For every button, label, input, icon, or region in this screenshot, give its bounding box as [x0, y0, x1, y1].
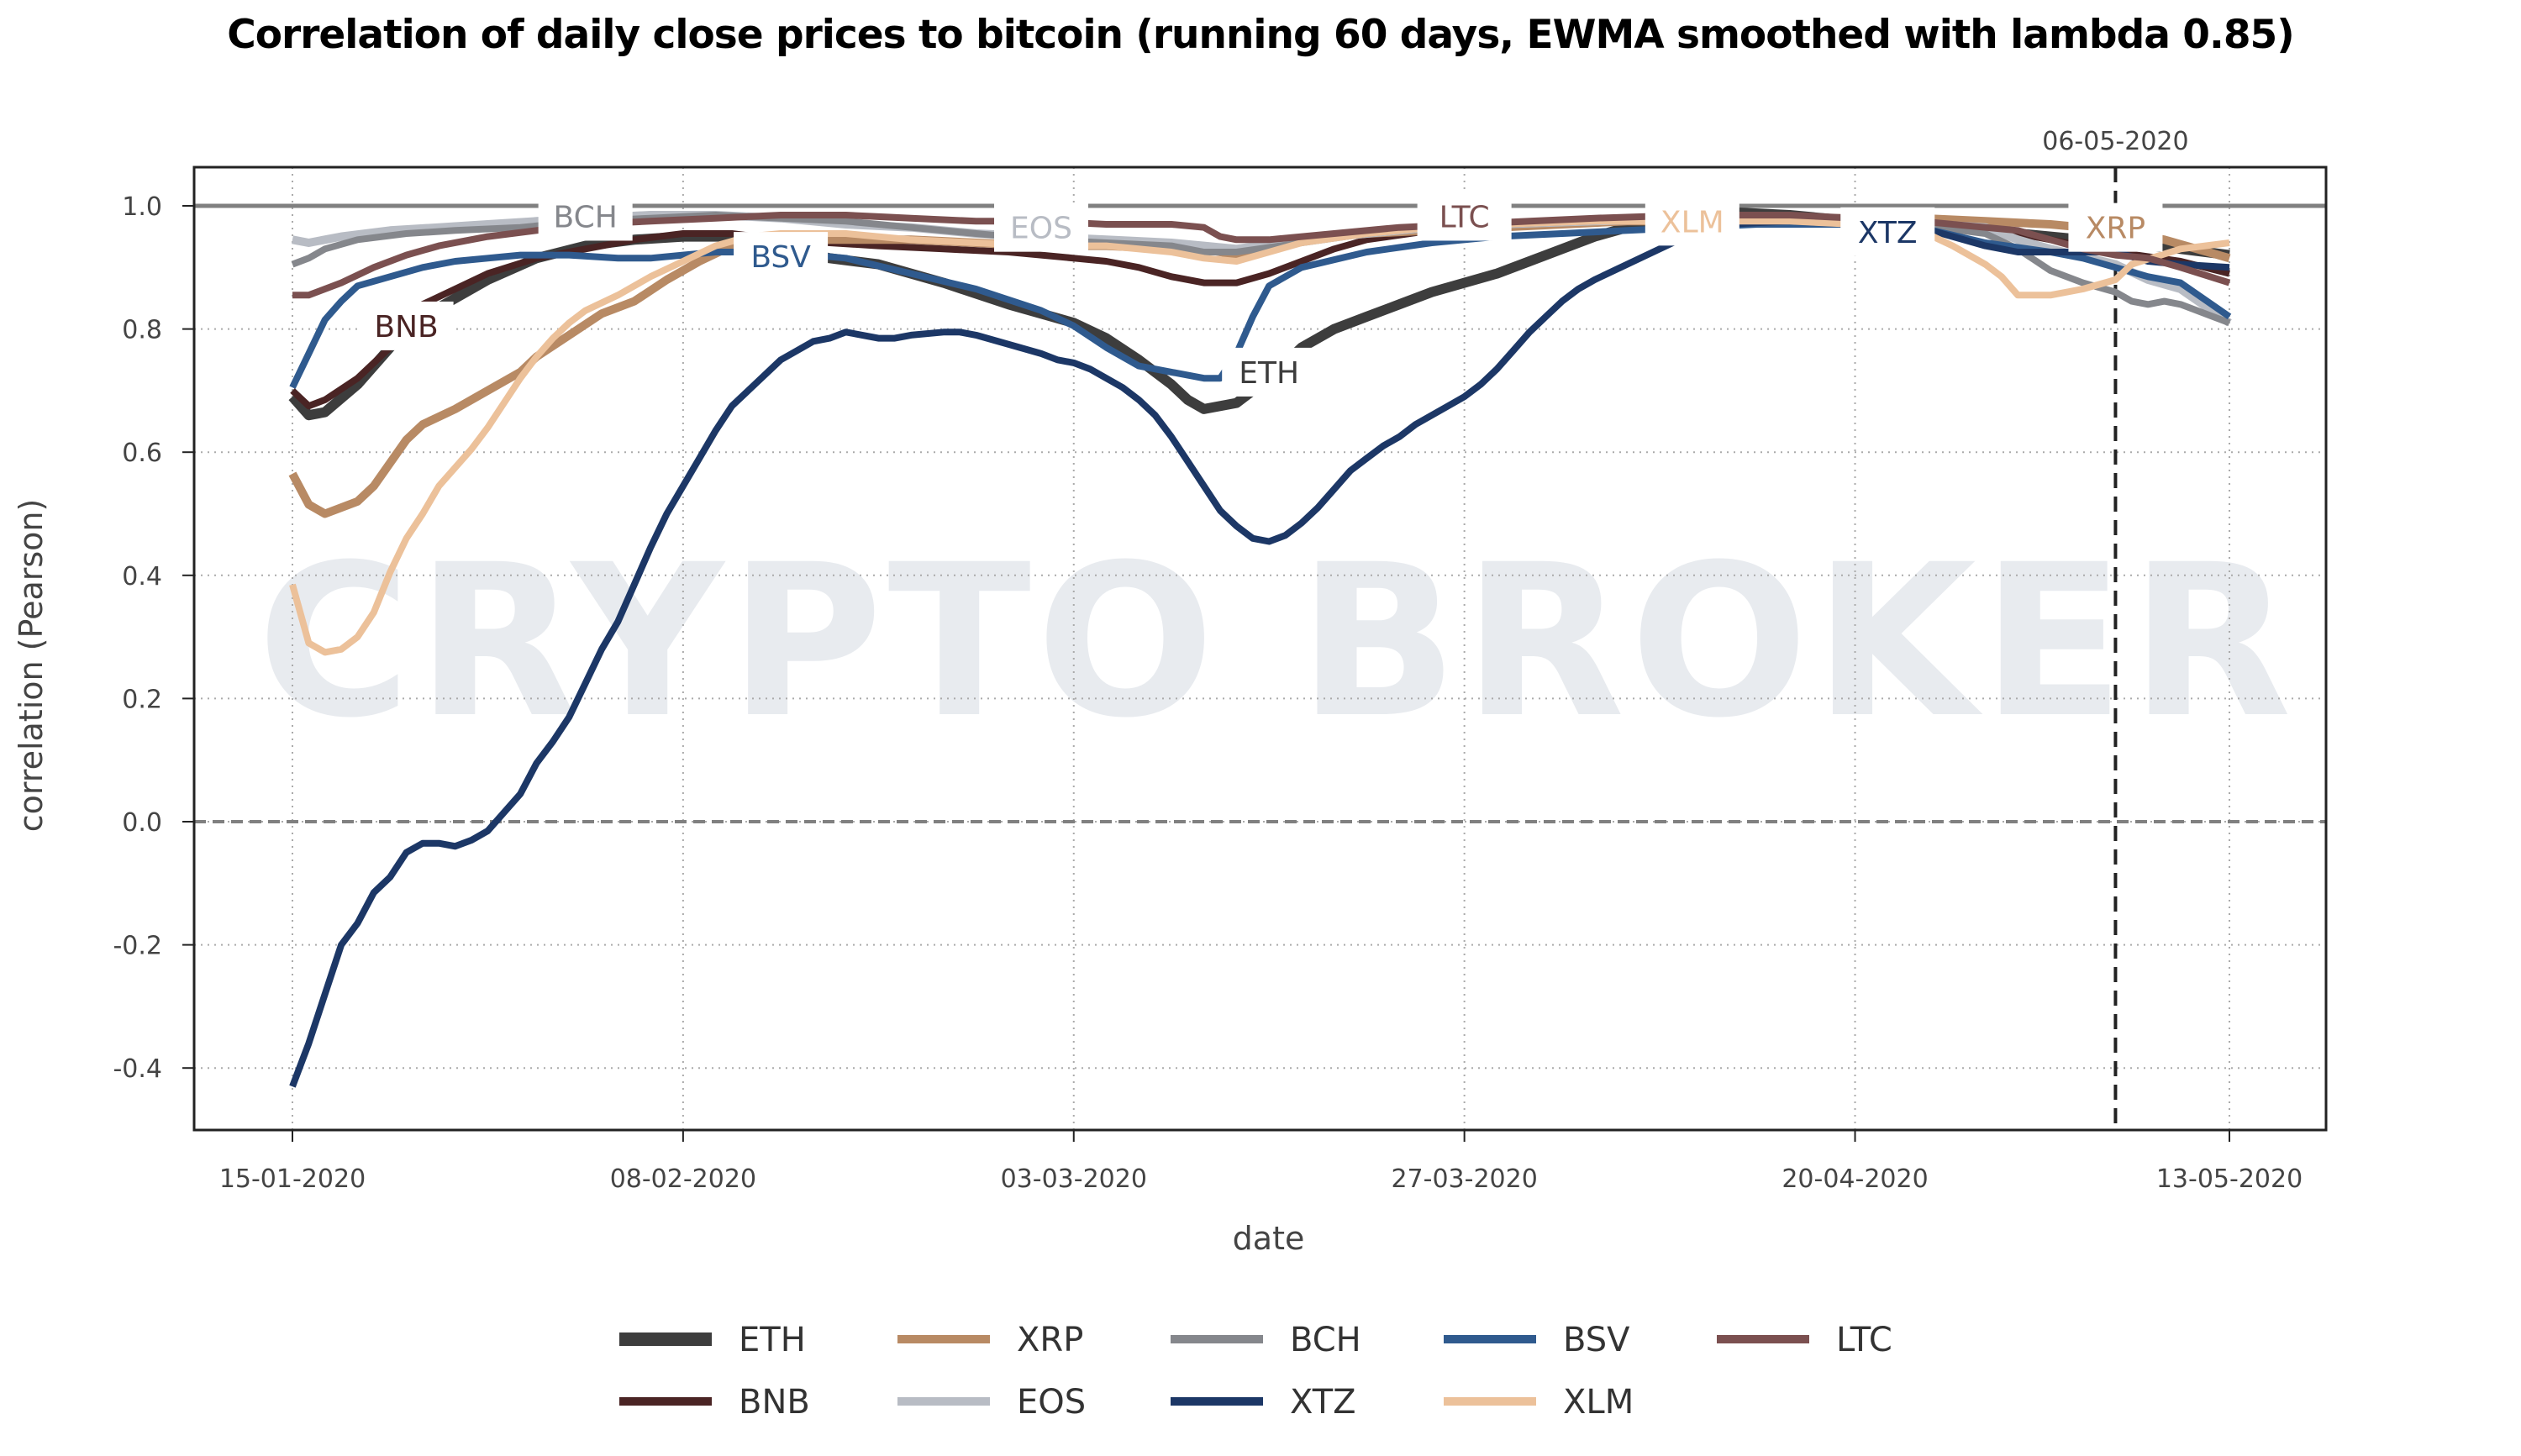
series-label-eth: ETH [1239, 356, 1299, 391]
series-line-xtz [289, 218, 2230, 1088]
series-line-bch [291, 212, 2231, 327]
y-tick-label: 1.0 [122, 192, 162, 222]
legend-item-eos: EOS [897, 1383, 1086, 1422]
series-label-box [1417, 192, 1512, 241]
series-label-bsv: BSV [750, 240, 811, 275]
series-label-xtz: XTZ [1858, 216, 1918, 250]
series-label-xrp: XRP [2086, 212, 2145, 246]
x-tick-label: 27-03-2020 [1391, 1164, 1537, 1194]
legend-item-xtz: XTZ [1171, 1383, 1356, 1422]
x-tick-label: 08-02-2020 [610, 1164, 756, 1194]
series-labels: ETH BNB XRP EOS BCH BSV XTZ XLM LTC [359, 192, 2163, 397]
legend-label: BSV [1563, 1321, 1630, 1359]
series-lines [288, 207, 2232, 1088]
series-label-ltc: LTC [1439, 200, 1490, 234]
y-tick-label: 0.0 [122, 808, 162, 838]
series-line-xlm [289, 218, 2230, 656]
legend-label: BCH [1290, 1321, 1361, 1359]
series-label-box [1222, 347, 1317, 397]
legend-item-eth: ETH [619, 1321, 806, 1359]
series-line-ltc [292, 212, 2231, 299]
series-label-box [359, 301, 454, 350]
series-label-xlm: XLM [1660, 205, 1724, 239]
series-label-eos: EOS [1010, 212, 1072, 246]
y-tick-label: 0.6 [122, 439, 162, 468]
y-axis-label: correlation (Pearson) [13, 499, 50, 833]
legend-label: LTC [1836, 1321, 1892, 1359]
watermark: CRYPTO BROKER [257, 519, 2297, 764]
y-tick-label: 0.8 [122, 316, 162, 345]
series-label-box [2068, 202, 2163, 252]
legend-label: XTZ [1290, 1383, 1356, 1422]
vline-date-label: 06-05-2020 [2042, 127, 2188, 156]
x-axis-label: date [1233, 1220, 1305, 1257]
plot-frame [192, 166, 2328, 1132]
series-label-box [994, 202, 1089, 252]
x-axis-ticks: 15-01-2020 08-02-2020 03-03-2020 27-03-2020… [219, 1130, 2303, 1194]
legend-item-xlm: XLM [1444, 1383, 1634, 1422]
y-tick-label: -0.4 [113, 1054, 162, 1084]
series-label-bnb: BNB [374, 310, 438, 344]
series-label-bch: BCH [554, 200, 618, 234]
legend-label: ETH [739, 1321, 806, 1359]
y-axis-ticks: 1.0 0.8 0.6 0.4 0.2 0.0 -0.2 -0.4 [113, 192, 194, 1084]
legend-item-bch: BCH [1171, 1321, 1361, 1359]
x-tick-label: 03-03-2020 [1001, 1164, 1147, 1194]
legend-item-bnb: BNB [619, 1383, 810, 1422]
series-label-box [538, 192, 633, 241]
x-tick-label: 20-04-2020 [1782, 1164, 1928, 1194]
legend-item-ltc: LTC [1717, 1321, 1892, 1359]
x-tick-label: 15-01-2020 [219, 1164, 366, 1194]
series-label-box [1645, 197, 1739, 246]
series-label-box [734, 232, 829, 281]
legend-item-xrp: XRP [897, 1321, 1083, 1359]
y-tick-label: -0.2 [113, 932, 162, 961]
series-label-box [1840, 207, 1935, 256]
legend: ETH BNB XRP EOS BCH XTZ BSV XLM LTC [619, 1321, 1892, 1422]
x-tick-label: 13-05-2020 [2156, 1164, 2303, 1194]
legend-label: BNB [739, 1383, 810, 1422]
legend-label: XLM [1563, 1383, 1634, 1422]
chart-title: Correlation of daily close prices to bit… [227, 12, 2294, 58]
legend-label: EOS [1017, 1383, 1086, 1422]
y-tick-label: 0.4 [122, 562, 162, 591]
y-tick-label: 0.2 [122, 685, 162, 714]
legend-label: XRP [1017, 1321, 1083, 1359]
legend-item-bsv: BSV [1444, 1321, 1630, 1359]
series-line-eos [292, 211, 2232, 327]
